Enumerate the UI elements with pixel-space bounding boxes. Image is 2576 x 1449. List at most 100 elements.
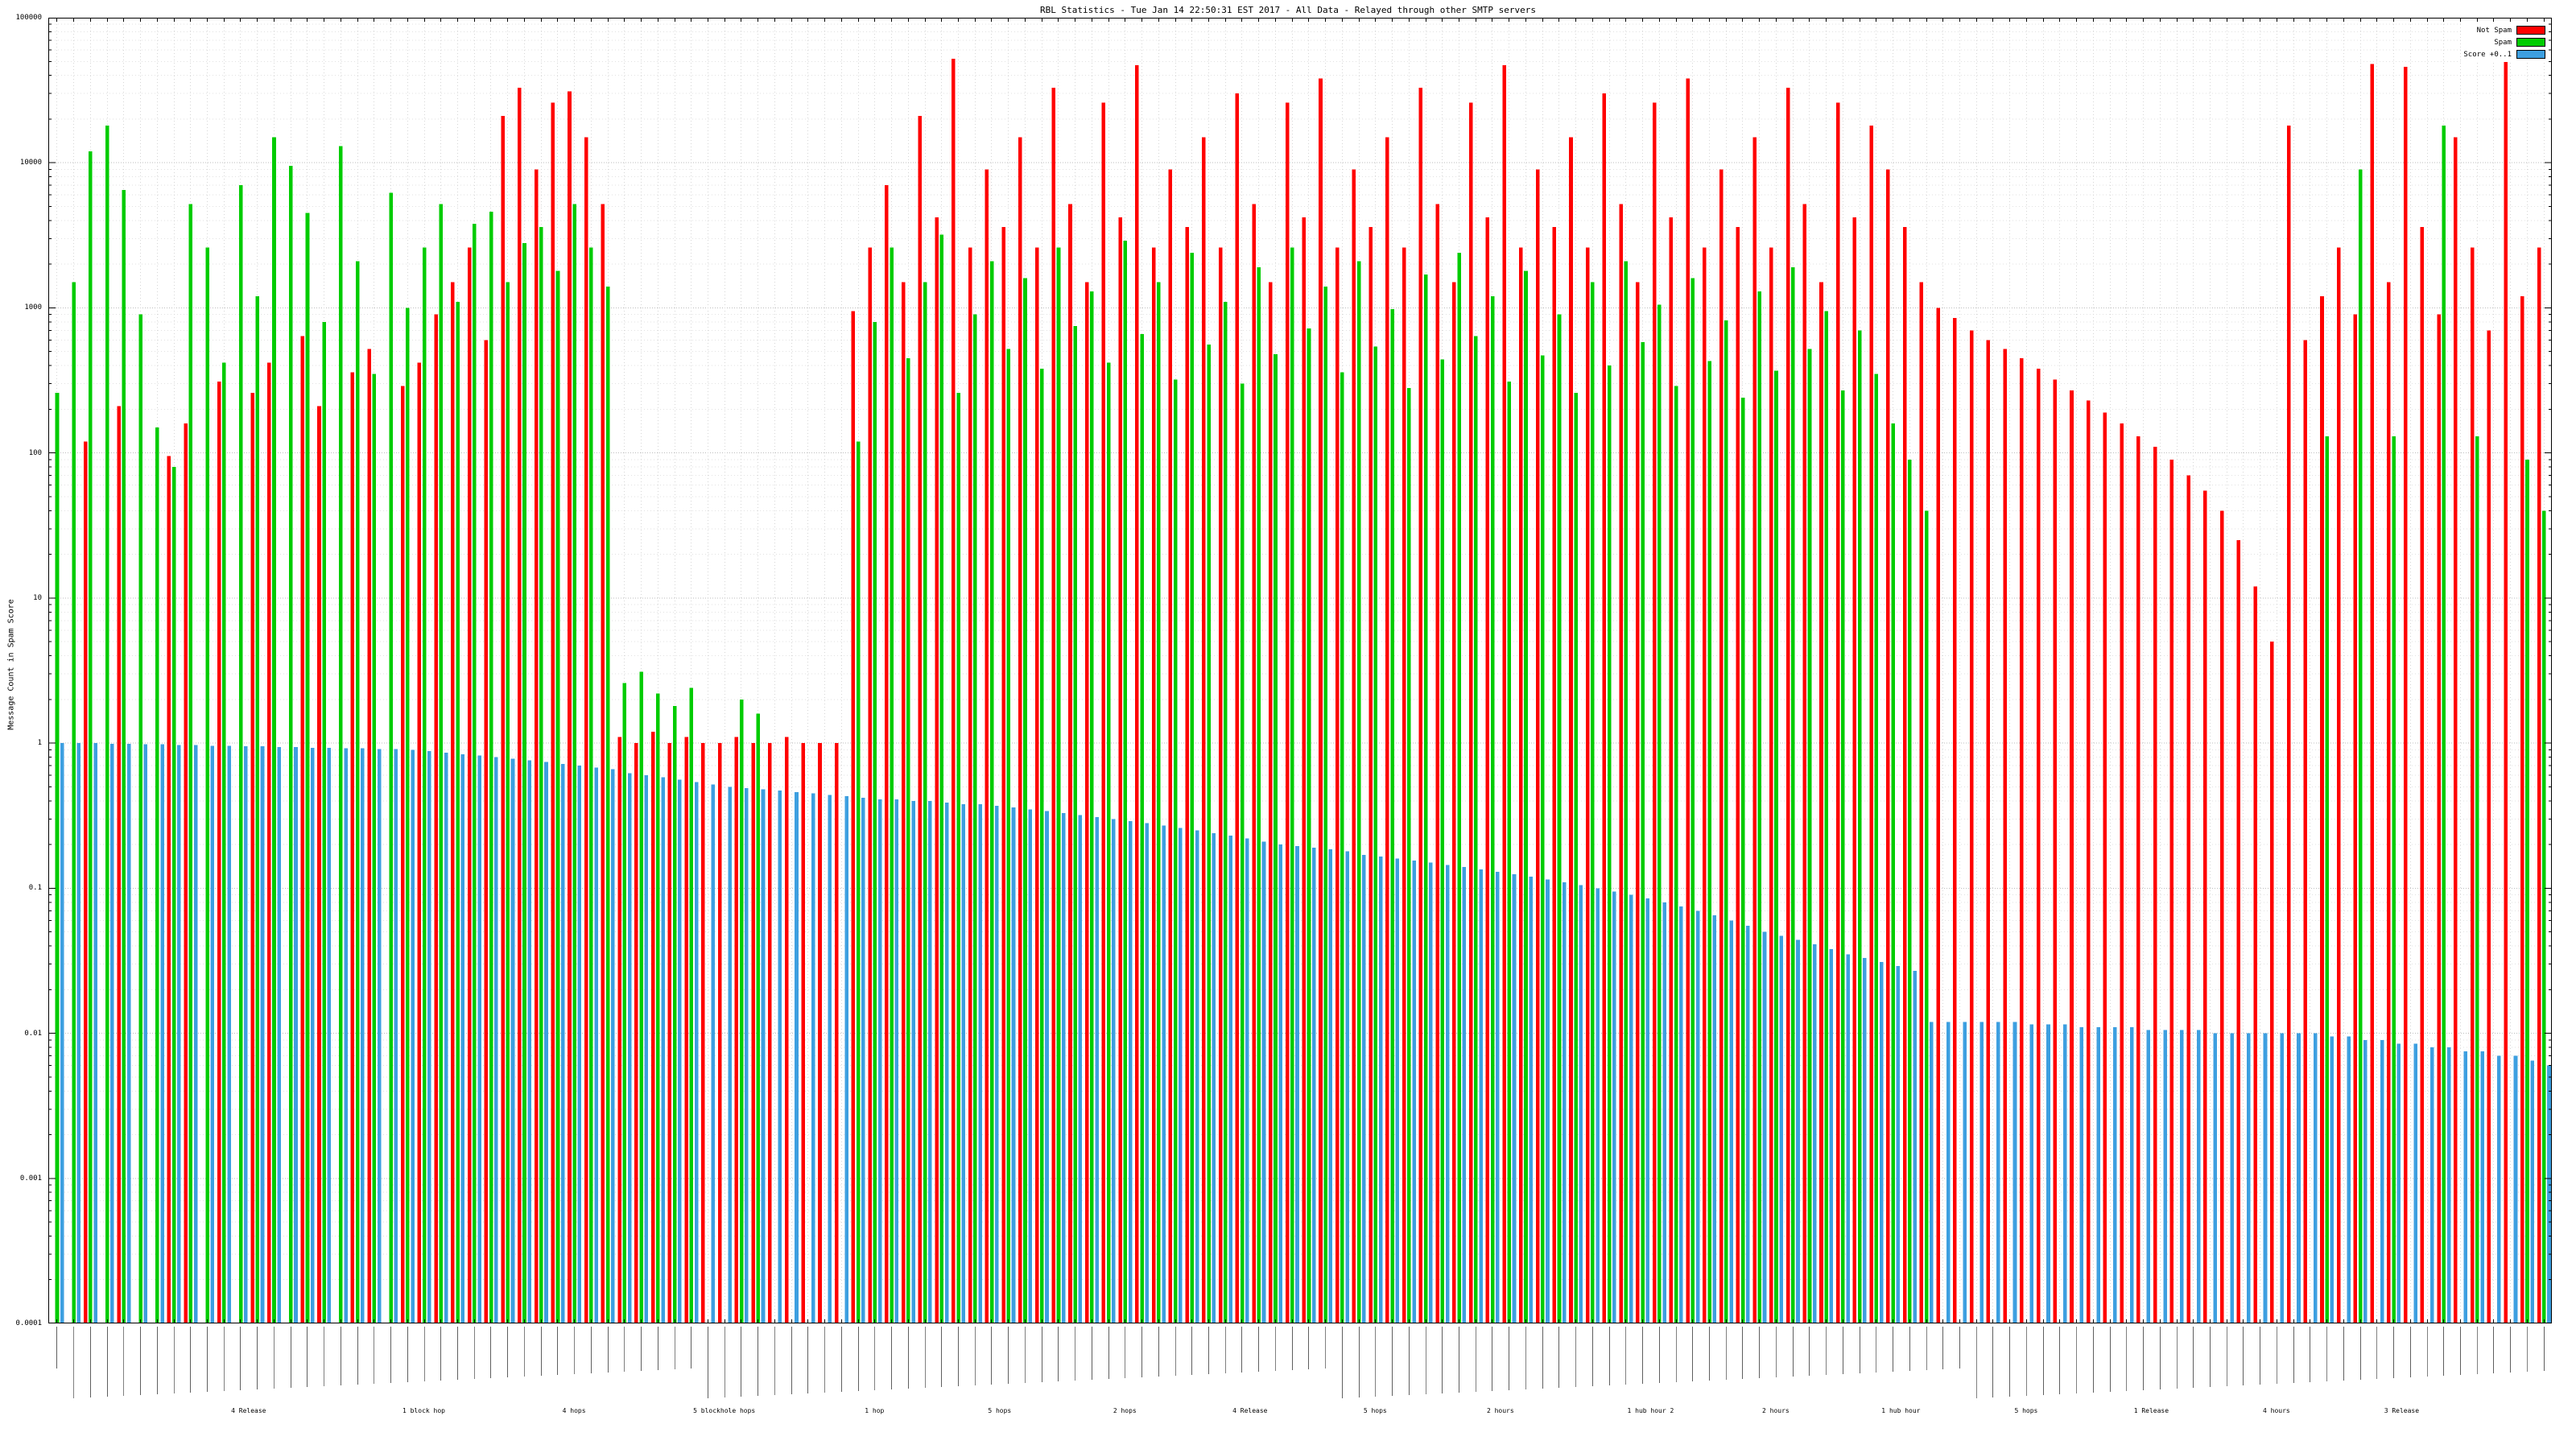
x-group-label: 2 hours <box>1486 1407 1514 1414</box>
bar-spam <box>1056 247 1061 1323</box>
bar-score-0-1 <box>2246 1033 2251 1323</box>
bar-score-0-1 <box>1212 832 1216 1323</box>
bar-not-spam <box>2236 540 2241 1323</box>
bar-score-0-1 <box>260 746 265 1323</box>
x-tick-label-smear <box>1058 1327 1059 1381</box>
bar-not-spam <box>1269 282 1273 1323</box>
bar-score-0-1 <box>711 784 716 1323</box>
bar-not-spam <box>1285 102 1290 1323</box>
x-tick-smear <box>48 1325 2552 1401</box>
legend-item: Spam <box>2463 36 2545 48</box>
bar-not-spam <box>885 185 889 1323</box>
bar-score-0-1 <box>193 745 198 1323</box>
x-tick-label-smear <box>73 1327 74 1398</box>
bar-score-0-1 <box>1112 819 1116 1323</box>
bar-score-0-1 <box>344 748 348 1323</box>
bar-not-spam <box>2420 227 2425 1323</box>
bar-not-spam <box>1084 282 1089 1323</box>
bar-spam <box>622 683 627 1323</box>
bar-not-spam <box>350 372 355 1323</box>
bar-spam <box>1307 328 1311 1323</box>
bar-not-spam <box>2136 436 2140 1323</box>
bar-score-0-1 <box>1495 871 1500 1323</box>
x-tick-label-smear <box>1759 1327 1760 1378</box>
bar-not-spam <box>1202 137 1206 1323</box>
bar-not-spam <box>768 743 772 1323</box>
x-tick-label-smear <box>1625 1327 1626 1385</box>
y-tick-label: 0.01 <box>24 1029 42 1038</box>
bar-spam <box>572 204 577 1323</box>
bar-score-0-1 <box>110 743 114 1323</box>
x-tick-label-smear <box>140 1327 141 1395</box>
bar-score-0-1 <box>1045 811 1049 1323</box>
x-tick-label-smear <box>1108 1327 1109 1379</box>
x-tick-label-smear <box>490 1327 491 1378</box>
x-tick-label-smear <box>1692 1327 1693 1381</box>
bar-score-0-1 <box>1195 830 1199 1323</box>
bar-score-0-1 <box>2029 1024 2034 1323</box>
x-tick-label-smear <box>1726 1327 1727 1380</box>
x-tick-label-smear <box>2360 1327 2361 1380</box>
bar-spam <box>1857 330 1862 1323</box>
bar-spam <box>1641 342 1645 1323</box>
bar-score-0-1 <box>1579 885 1583 1323</box>
bar-score-0-1 <box>828 795 832 1323</box>
bar-not-spam <box>1852 217 1857 1323</box>
bar-spam <box>1574 392 1579 1323</box>
bar-spam <box>1707 361 1711 1323</box>
bar-spam <box>222 362 226 1323</box>
bar-score-0-1 <box>126 743 131 1323</box>
bar-spam <box>272 137 276 1323</box>
bar-score-0-1 <box>1596 888 1600 1323</box>
x-tick-label-smear <box>1709 1327 1710 1381</box>
bar-not-spam <box>1101 102 1106 1323</box>
x-tick-label-smear <box>824 1327 825 1393</box>
bar-not-spam <box>851 311 856 1323</box>
x-tick-label-smear <box>624 1327 625 1372</box>
bar-score-0-1 <box>1512 873 1517 1323</box>
bar-score-0-1 <box>1645 898 1650 1323</box>
x-tick-label-smear <box>1025 1327 1026 1383</box>
bar-score-0-1 <box>310 747 315 1323</box>
bar-spam <box>2525 459 2529 1323</box>
bar-score-0-1 <box>2347 1036 2351 1323</box>
bar-spam <box>1740 398 1745 1323</box>
x-tick-label-smear <box>2527 1327 2528 1372</box>
bar-not-spam <box>1135 65 1139 1323</box>
bar-score-0-1 <box>1779 935 1784 1323</box>
bar-score-0-1 <box>2113 1027 2117 1323</box>
x-tick-label-smear <box>2210 1327 2211 1387</box>
bar-score-0-1 <box>76 743 81 1323</box>
bar-score-0-1 <box>1479 869 1483 1323</box>
bar-spam <box>1173 379 1178 1323</box>
bar-not-spam <box>2303 340 2308 1323</box>
bar-not-spam <box>1769 247 1773 1323</box>
bar-spam <box>1824 311 1829 1323</box>
bar-score-0-1 <box>1095 816 1099 1323</box>
bar-not-spam <box>1902 227 1907 1323</box>
x-tick-label-smear <box>2110 1327 2111 1392</box>
legend-item: Not Spam <box>2463 24 2545 36</box>
bar-not-spam <box>1585 247 1590 1323</box>
bar-score-0-1 <box>493 757 498 1323</box>
bar-not-spam <box>734 737 739 1323</box>
bar-spam <box>1090 291 1094 1323</box>
bar-score-0-1 <box>1011 807 1016 1323</box>
bar-score-0-1 <box>243 746 248 1323</box>
bar-score-0-1 <box>2330 1036 2334 1323</box>
bar-score-0-1 <box>2380 1039 2384 1323</box>
bar-score-0-1 <box>661 777 665 1323</box>
x-tick-label-smear <box>1141 1327 1142 1377</box>
bar-spam <box>1356 261 1361 1323</box>
bar-not-spam <box>1552 227 1557 1323</box>
bar-spam <box>672 706 677 1323</box>
x-tick-label-smear <box>1992 1327 1993 1397</box>
x-group-label: 5 hops <box>988 1407 1012 1414</box>
bar-score-0-1 <box>527 760 532 1323</box>
bar-not-spam <box>2504 59 2508 1323</box>
bar-score-0-1 <box>744 787 749 1323</box>
x-tick-label-smear <box>2477 1327 2478 1374</box>
bar-score-0-1 <box>2396 1043 2401 1323</box>
bar-spam <box>555 270 560 1323</box>
bar-spam <box>956 392 960 1323</box>
